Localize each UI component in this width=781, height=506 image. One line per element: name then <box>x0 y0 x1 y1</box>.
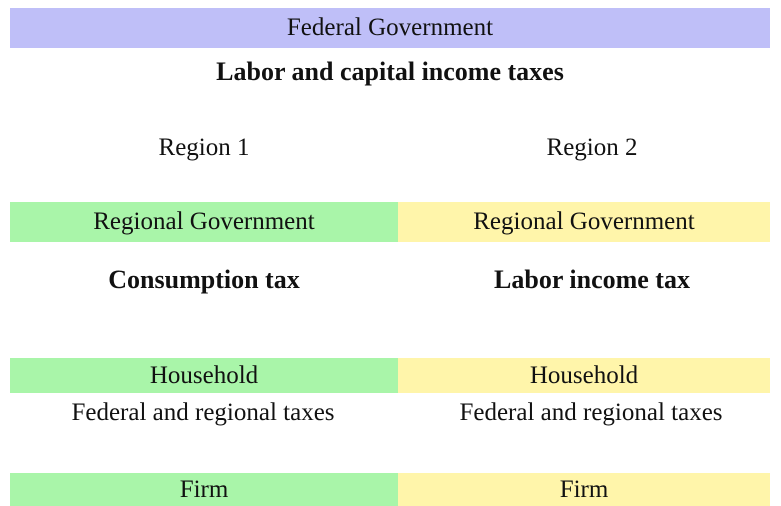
household-taxes: Federal and regional taxes <box>459 398 723 426</box>
region-name: Region 2 <box>546 134 638 161</box>
regional-government: Regional Government <box>10 202 398 242</box>
regional-tax: Labor income tax <box>494 265 690 294</box>
firm: Firm <box>10 473 398 506</box>
household-taxes: Federal and regional taxes <box>71 398 335 426</box>
household: Household <box>398 358 770 393</box>
household: Household <box>10 358 398 393</box>
federal-taxes: Labor and capital income taxes <box>216 57 564 86</box>
regional-tax: Consumption tax <box>108 265 300 294</box>
firm: Firm <box>398 473 770 506</box>
federal-government: Federal Government <box>10 8 770 48</box>
regional-government: Regional Government <box>398 202 770 242</box>
region-name: Region 1 <box>158 134 250 161</box>
